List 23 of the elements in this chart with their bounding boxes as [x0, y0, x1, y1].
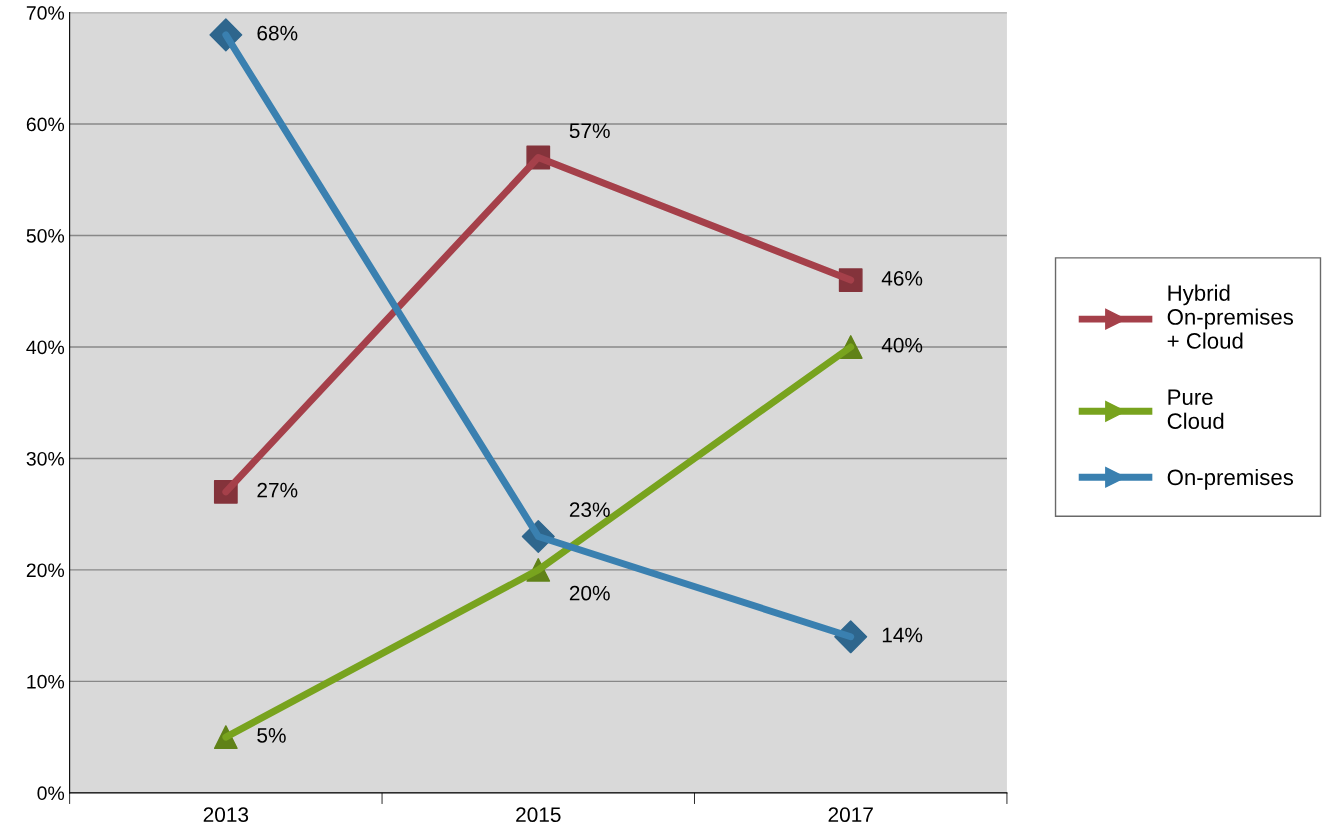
y-tick-label: 40%: [26, 340, 65, 355]
legend-label: On-premises: [1167, 468, 1294, 490]
data-label: 20%: [569, 585, 610, 601]
data-label: 57%: [569, 123, 610, 139]
y-tick-label: 0%: [37, 786, 65, 801]
data-label: 40%: [881, 337, 923, 353]
data-label: 27%: [257, 482, 298, 498]
y-tick-label: 10%: [27, 674, 65, 689]
y-tick-label: 50%: [26, 228, 65, 243]
data-label: 68%: [257, 25, 298, 41]
y-tick-label: 70%: [26, 6, 65, 20]
x-tick-label: 2013: [203, 807, 249, 823]
legend-label: Pure Cloud: [1167, 389, 1224, 429]
legend-label: Hybrid On-premises + Cloud: [1167, 284, 1294, 349]
data-label: 14%: [882, 627, 923, 643]
y-tick-label: 60%: [26, 117, 65, 132]
x-tick-label: 2015: [516, 807, 561, 823]
data-label: 5%: [257, 728, 286, 743]
x-tick-label: 2017: [828, 807, 873, 823]
data-label: 46%: [881, 270, 923, 286]
y-tick-label: 20%: [26, 563, 65, 578]
y-tick-label: 30%: [26, 451, 65, 466]
data-label: 23%: [569, 502, 610, 518]
